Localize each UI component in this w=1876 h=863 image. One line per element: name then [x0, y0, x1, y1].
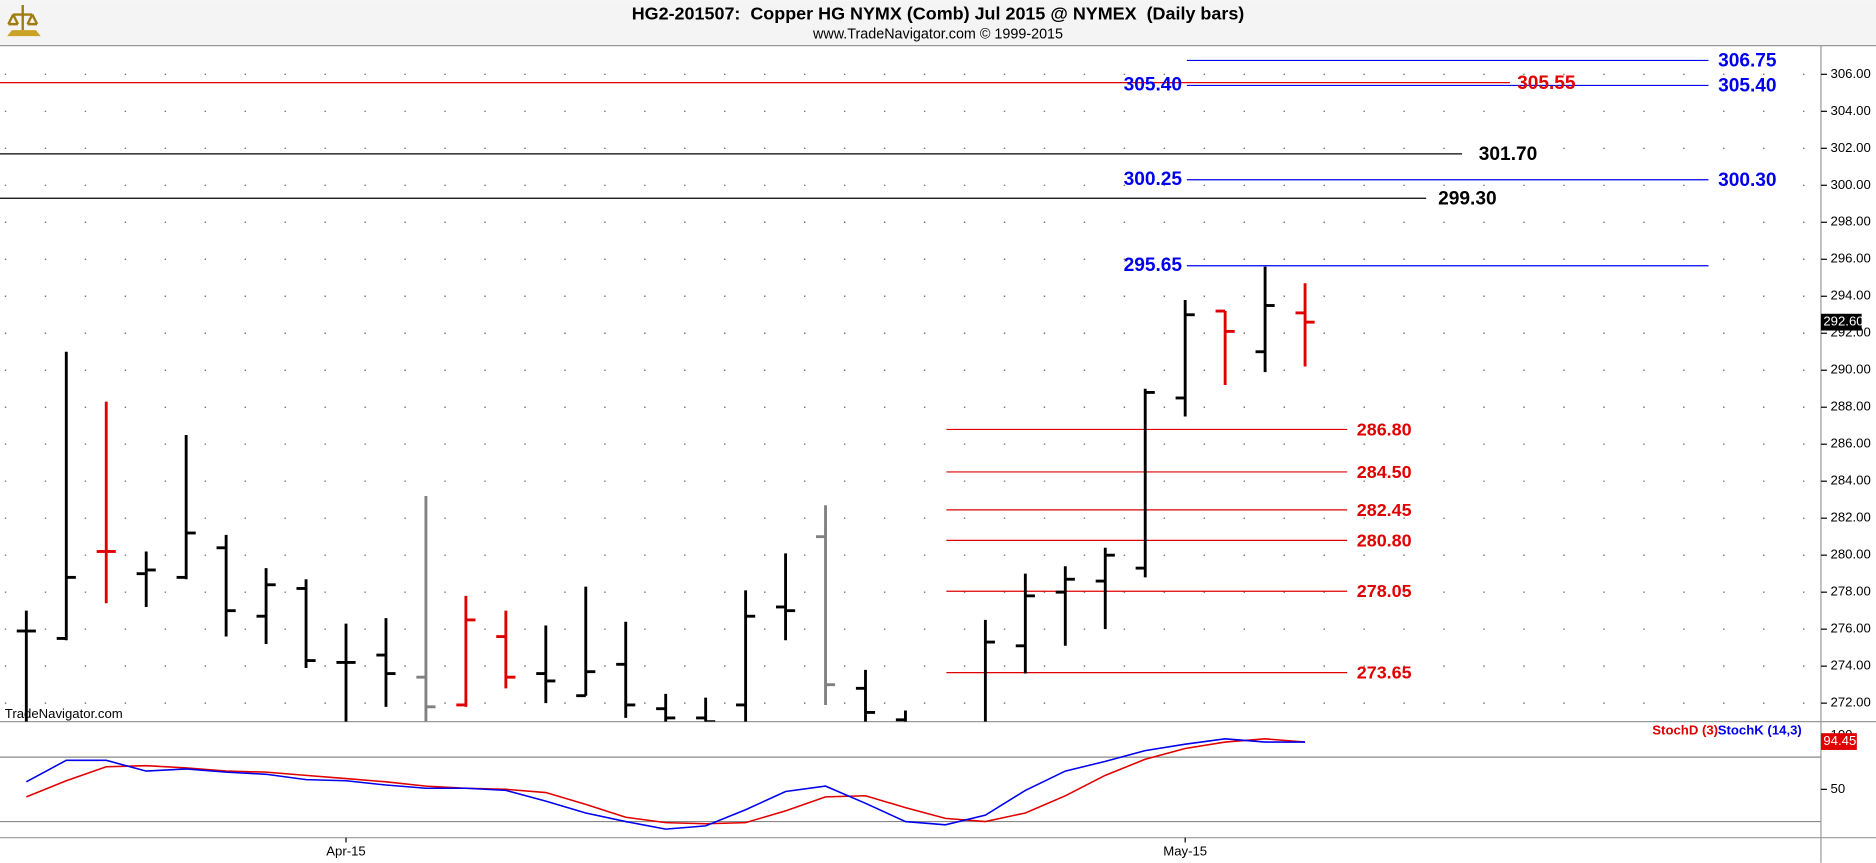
level-label: 286.80	[1357, 419, 1412, 439]
level-label: 273.65	[1357, 663, 1412, 683]
level-label: 284.50	[1357, 462, 1412, 482]
last-price-label: 292.60	[1823, 314, 1863, 329]
y-tick-label: 278.00	[1831, 584, 1871, 599]
y-tick-label: 304.00	[1831, 103, 1871, 118]
level-label: 280.80	[1357, 530, 1412, 550]
level-label: 300.25	[1124, 169, 1183, 190]
y-tick-label: 290.00	[1831, 362, 1871, 377]
y-tick-label: 282.00	[1831, 510, 1871, 525]
y-tick-label: 288.00	[1831, 399, 1871, 414]
level-label: 295.65	[1124, 255, 1183, 276]
level-label: 305.40	[1124, 74, 1183, 95]
y-tick-label: 294.00	[1831, 288, 1871, 303]
y-tick-label: 280.00	[1831, 547, 1871, 562]
y-tick-label: 284.00	[1831, 473, 1871, 488]
header-band	[0, 0, 1876, 46]
legend-entry: StochD (3)	[1652, 723, 1718, 738]
y-tick-label: 306.00	[1831, 66, 1871, 81]
level-label: 305.55	[1517, 73, 1576, 94]
y-tick-label: 274.00	[1831, 658, 1871, 673]
level-label: 278.05	[1357, 581, 1412, 601]
stoch-line	[26, 738, 1306, 825]
last-price-box	[1820, 313, 1862, 331]
y-tick-label: 302.00	[1831, 140, 1871, 155]
y-tick-label: 300.00	[1831, 177, 1871, 192]
chart-title: HG2-201507: Copper HG NYMX (Comb) Jul 20…	[632, 3, 1245, 23]
level-label: 305.40	[1718, 76, 1777, 97]
level-label: 282.45	[1357, 500, 1412, 520]
logo	[7, 4, 41, 37]
y-tick-label: 298.00	[1831, 214, 1871, 229]
watermark: TradeNavigator.com	[5, 706, 123, 721]
y-tick-label: 286.00	[1831, 436, 1871, 451]
x-tick-label: May-15	[1163, 844, 1207, 859]
stoch-line	[25, 738, 1306, 830]
level-label: 300.30	[1718, 170, 1777, 191]
y-tick-label: 296.00	[1831, 251, 1871, 266]
stoch-pane	[0, 738, 1821, 830]
level-label: 301.70	[1479, 144, 1537, 165]
level-label: 306.75	[1718, 51, 1777, 72]
x-tick-label: Apr-15	[326, 844, 366, 859]
y-tick-label: 276.00	[1831, 621, 1871, 636]
chart-subtitle: www.TradeNavigator.com © 1999-2015	[812, 27, 1063, 43]
level-label: 299.30	[1438, 188, 1497, 209]
price-pane	[0, 59, 1821, 722]
legend-entry: StochK (14,3)	[1718, 723, 1802, 738]
last-value-box	[1820, 733, 1857, 750]
last-value-label: 94.45	[1823, 733, 1856, 748]
y-tick-label: 272.00	[1831, 695, 1871, 710]
y-tick-label: 50	[1831, 781, 1846, 796]
